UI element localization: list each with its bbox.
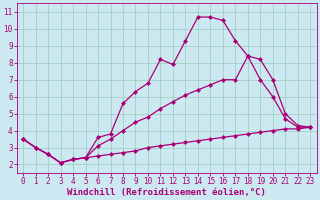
X-axis label: Windchill (Refroidissement éolien,°C): Windchill (Refroidissement éolien,°C) — [67, 188, 266, 197]
